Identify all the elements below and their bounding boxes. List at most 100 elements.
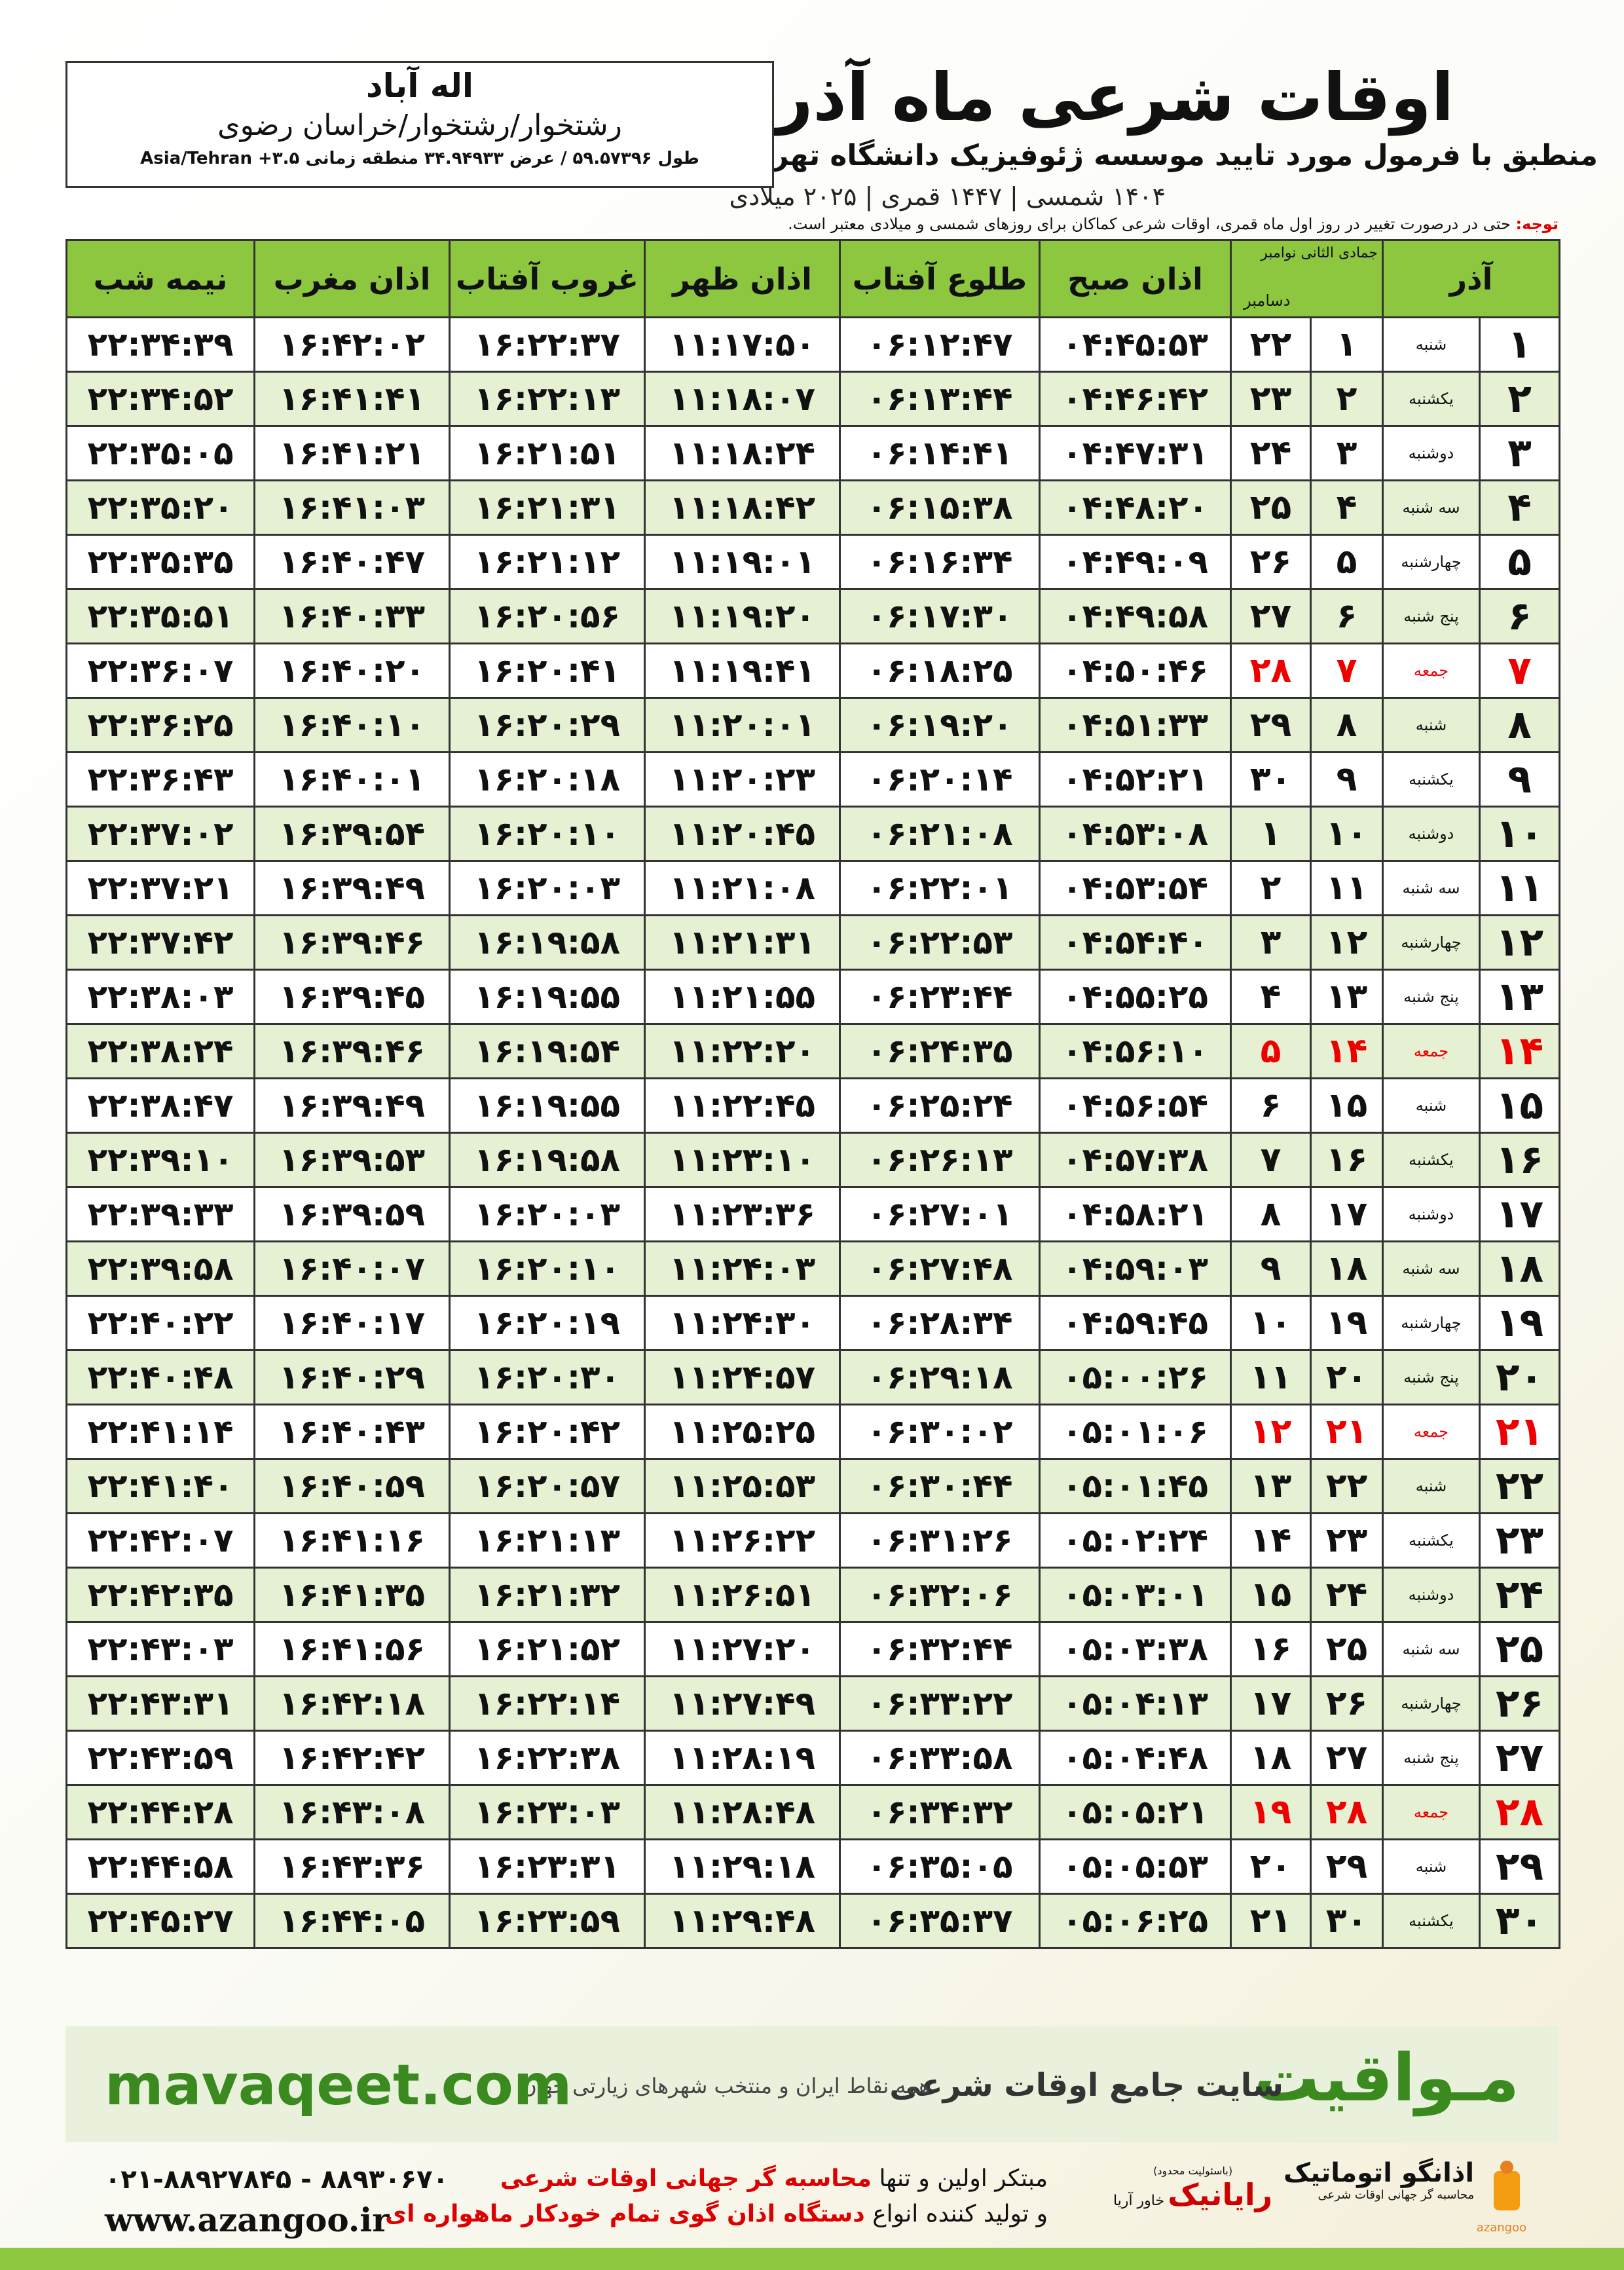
table-row: ۱۰ دوشنبه ۱۰ ۱ ۰۴:۵۳:۰۸ ۰۶:۲۱:۰۸ ۱۱:۲۰:۴۵ ۱۶:۲۰… [65,806,1561,862]
hijri-day: ۱۷ [1310,1186,1384,1242]
sunrise: ۰۶:۲۹:۱۸ [839,1349,1041,1405]
maghrib: ۱۶:۳۹:۴۶ [253,1023,451,1079]
sunrise: ۰۶:۳۱:۲۶ [839,1512,1041,1569]
weekday: یکشنبه [1381,371,1481,427]
fajr: ۰۴:۴۸:۲۰ [1039,479,1232,536]
sunrise: ۰۶:۱۹:۲۰ [839,697,1041,753]
sunrise: ۰۶:۲۵:۲۴ [839,1077,1041,1134]
col-subheader: جمادی الثانی نوامبر [1261,245,1378,261]
table-row: ۱۶ یکشنبه ۱۶ ۷ ۰۴:۵۷:۳۸ ۰۶:۲۶:۱۳ ۱۱:۲۳:۱۰ ۱۶:۱۹… [65,1132,1561,1188]
hijri-day: ۳ [1310,425,1384,481]
midnight: ۲۲:۳۹:۱۰ [65,1132,255,1188]
midnight: ۲۲:۳۵:۲۰ [65,479,255,536]
azar-day: ۲۶ [1479,1675,1561,1732]
hijri-day: ۲۰ [1310,1349,1384,1405]
weekday: یکشنبه [1381,751,1481,808]
site[interactable]: www.azangoo.ir [105,2201,390,2239]
fajr: ۰۵:۰۱:۴۵ [1039,1458,1232,1514]
hijri-day: ۱۳ [1310,969,1384,1025]
midnight: ۲۲:۴۳:۵۹ [65,1730,255,1786]
table-row: ۲۲ شنبه ۲۲ ۱۳ ۰۵:۰۱:۴۵ ۰۶:۳۰:۴۴ ۱۱:۲۵:۵۳ ۱۶:۲۰:… [65,1458,1561,1514]
maghrib: ۱۶:۴۰:۳۳ [253,588,451,644]
table-row: ۲۳ یکشنبه ۲۳ ۱۴ ۰۵:۰۲:۲۴ ۰۶:۳۱:۲۶ ۱۱:۲۶:۲۲ ۱۶:۲… [65,1512,1561,1569]
maghrib: ۱۶:۴۲:۴۲ [253,1730,451,1786]
midnight: ۲۲:۴۴:۲۸ [65,1784,255,1840]
weekday: سه شنبه [1381,1240,1481,1297]
dhuhr: ۱۱:۲۸:۴۸ [644,1784,841,1840]
fajr: ۰۴:۴۶:۴۲ [1039,371,1232,427]
table-row: ۱۸ سه شنبه ۱۸ ۹ ۰۴:۵۹:۰۳ ۰۶:۲۷:۴۸ ۱۱:۲۴:۰۳ ۱۶:۲… [65,1240,1561,1297]
prayer-table: آذر جمادی الثانی نوامبر دسامبر اذان صبح ط… [65,239,1561,1949]
url[interactable]: mavaqeet.com [105,2053,572,2118]
sunset: ۱۶:۲۱:۵۱ [449,425,646,481]
maghrib: ۱۶:۳۹:۴۵ [253,969,451,1025]
table-row: ۱۷ دوشنبه ۱۷ ۸ ۰۴:۵۸:۲۱ ۰۶:۲۷:۰۱ ۱۱:۲۳:۳۶ ۱۶:۲۰… [65,1186,1561,1242]
dhuhr: ۱۱:۱۹:۰۱ [644,534,841,590]
greg-day: ۲۶ [1230,534,1312,590]
subtitle: منطبق با فرمول مورد تایید موسسه ژئوفیزیک… [737,139,1598,172]
azar-day: ۸ [1479,697,1561,753]
promo-line: و تولید کننده انواع دستگاه اذان گوی تمام… [385,2197,1048,2232]
azar-day: ۲۹ [1479,1838,1561,1895]
sunrise: ۰۶:۳۲:۰۶ [839,1567,1041,1623]
midnight: ۲۲:۳۵:۳۵ [65,534,255,590]
hijri-day: ۸ [1310,697,1384,753]
hijri-day: ۷ [1310,642,1384,699]
logo-en: azangoo [1476,2221,1527,2235]
sunset: ۱۶:۲۱:۵۲ [449,1621,646,1677]
fajr: ۰۵:۰۳:۰۱ [1039,1567,1232,1623]
midnight: ۲۲:۴۳:۳۱ [65,1675,255,1732]
greg-day: ۱۵ [1230,1567,1312,1623]
dhuhr: ۱۱:۲۰:۰۱ [644,697,841,753]
fajr: ۰۴:۵۱:۳۳ [1039,697,1232,753]
banner: مـواقیت سایت جامع اوقات شرعی همه نقاط ای… [65,2026,1559,2142]
midnight: ۲۲:۳۷:۰۲ [65,806,255,862]
fajr: ۰۵:۰۱:۰۶ [1039,1404,1232,1460]
fajr: ۰۴:۵۸:۲۱ [1039,1186,1232,1242]
sunrise: ۰۶:۳۲:۴۴ [839,1621,1041,1677]
text: دستگاه اذان گوی تمام خودکار ماهواره ای [385,2201,865,2227]
hijri-day: ۱۹ [1310,1295,1384,1351]
sunset: ۱۶:۲۱:۱۲ [449,534,646,590]
maghrib: ۱۶:۴۰:۰۱ [253,751,451,808]
dec-month: دسامبر [1244,291,1291,310]
azar-day: ۱ [1479,316,1561,373]
sunrise: ۰۶:۲۴:۳۵ [839,1023,1041,1079]
hijri-day: ۲ [1310,371,1384,427]
dhuhr: ۱۱:۲۴:۵۷ [644,1349,841,1405]
maghrib: ۱۶:۴۰:۴۷ [253,534,451,590]
hijri-day: ۱۲ [1310,914,1384,971]
sunset: ۱۶:۱۹:۵۴ [449,1023,646,1079]
hijri-day: ۱۰ [1310,806,1384,862]
promo-line: مبتکر اولین و تنها محاسبه گر جهانی اوقات… [385,2161,1048,2197]
sunset: ۱۶:۲۲:۳۷ [449,316,646,373]
col-header: غروب آفتاب [449,239,646,318]
sunset: ۱۶:۲۰:۰۳ [449,1186,646,1242]
weekday: پنج شنبه [1381,588,1481,644]
fajr: ۰۴:۵۰:۴۶ [1039,642,1232,699]
dhuhr: ۱۱:۲۹:۱۸ [644,1838,841,1895]
sunset: ۱۶:۲۰:۴۲ [449,1404,646,1460]
greg-day: ۱۱ [1230,1349,1312,1405]
sunset: ۱۶:۱۹:۵۸ [449,914,646,971]
table-row: ۳۰ یکشنبه ۳۰ ۲۱ ۰۵:۰۶:۲۵ ۰۶:۳۵:۳۷ ۱۱:۲۹:۴۸ ۱۶:۲… [65,1893,1561,1949]
azar-day: ۱۲ [1479,914,1561,971]
greg-day: ۶ [1230,1077,1312,1134]
fajr: ۰۴:۴۹:۰۹ [1039,534,1232,590]
sunset: ۱۶:۲۱:۳۲ [449,1567,646,1623]
sunset: ۱۶:۲۰:۲۹ [449,697,646,753]
greg-day: ۲۷ [1230,588,1312,644]
table-row: ۲۹ شنبه ۲۹ ۲۰ ۰۵:۰۵:۵۳ ۰۶:۳۵:۰۵ ۱۱:۲۹:۱۸ ۱۶:۲۳:… [65,1838,1561,1895]
maghrib: ۱۶:۳۹:۵۹ [253,1186,451,1242]
sunset: ۱۶:۲۲:۱۳ [449,371,646,427]
maghrib: ۱۶:۴۲:۰۲ [253,316,451,373]
header-row: آذر جمادی الثانی نوامبر دسامبر اذان صبح ط… [65,239,1561,318]
dhuhr: ۱۱:۲۸:۱۹ [644,1730,841,1786]
weekday: یکشنبه [1381,1132,1481,1188]
sunrise: ۰۶:۳۰:۴۴ [839,1458,1041,1514]
table-row: ۱۱ سه شنبه ۱۱ ۲ ۰۴:۵۳:۵۴ ۰۶:۲۲:۰۱ ۱۱:۲۱:۰۸ ۱۶:۲… [65,860,1561,916]
weekday: چهارشنبه [1381,1675,1481,1732]
text: و تولید کننده انواع [872,2201,1048,2227]
maghrib: ۱۶:۴۳:۳۶ [253,1838,451,1895]
